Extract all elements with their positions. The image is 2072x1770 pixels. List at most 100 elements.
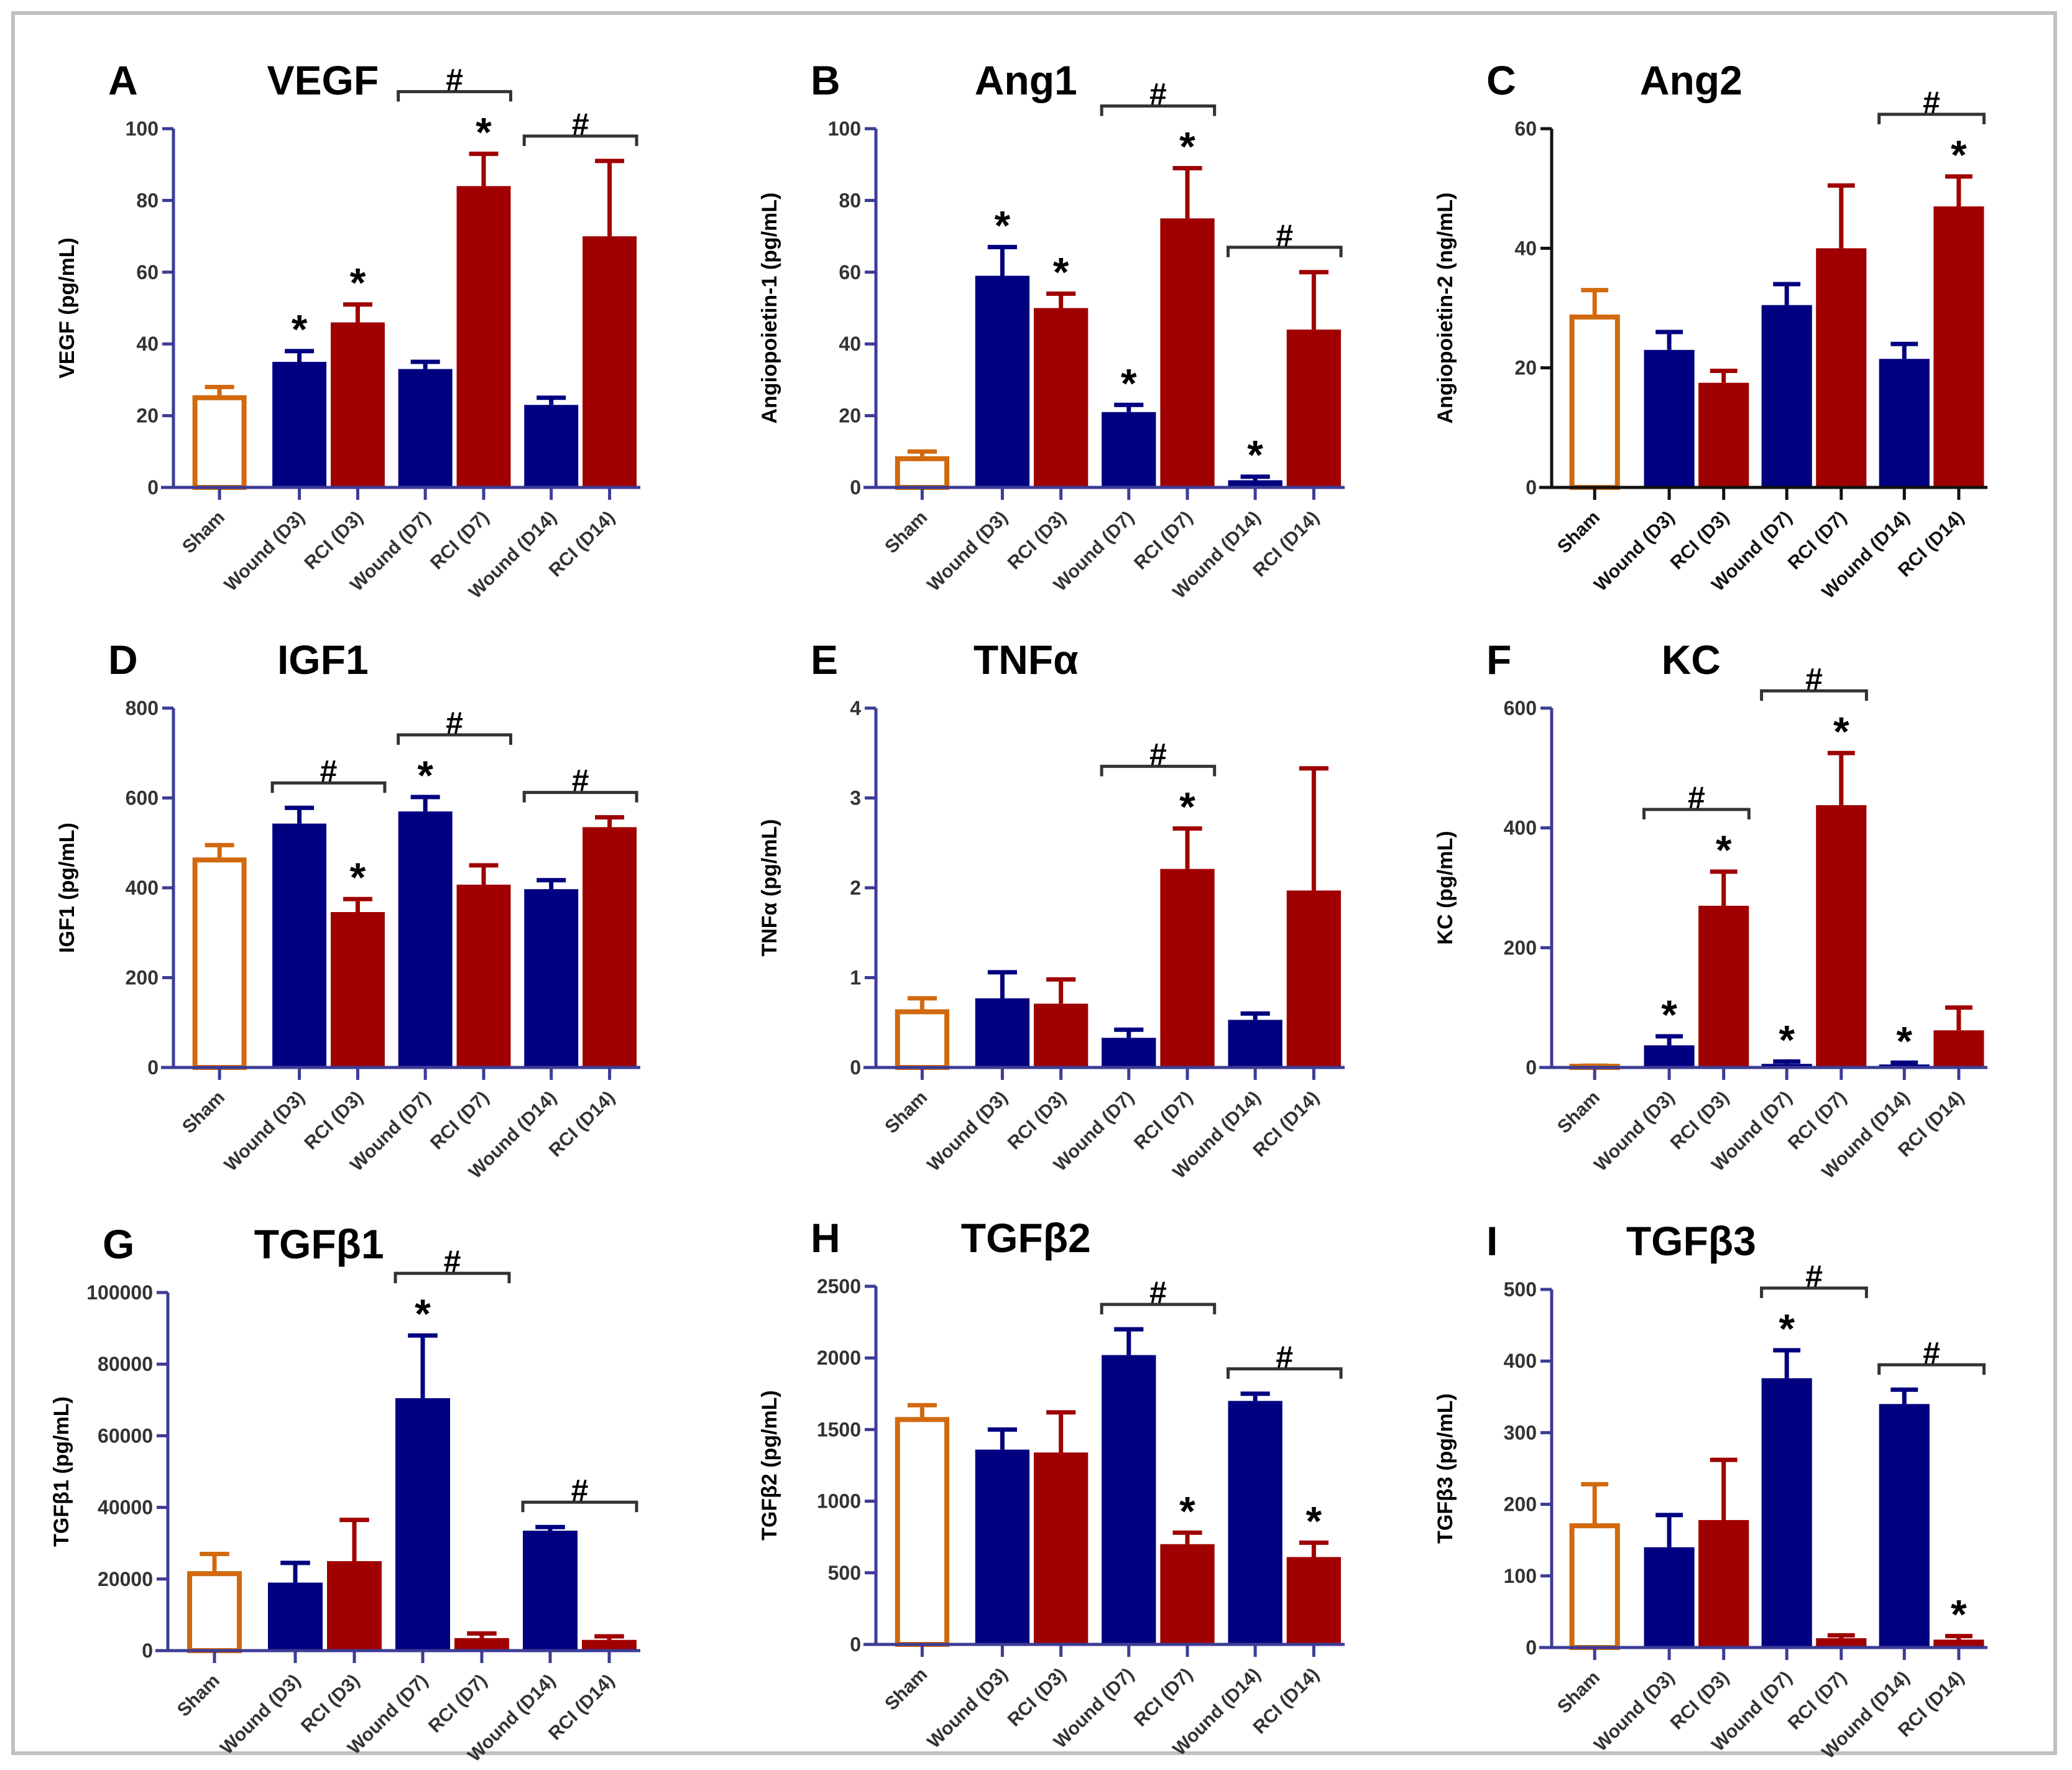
x-tick-label: Sham	[178, 1087, 229, 1138]
significance-hash: #	[444, 1244, 461, 1279]
significance-bracket	[521, 1500, 638, 1513]
significance-hash: #	[1149, 737, 1167, 772]
bar-sham	[1569, 314, 1620, 490]
bar-rci-d7	[1160, 218, 1215, 487]
bar-sham	[192, 857, 247, 1070]
significance-star: *	[292, 307, 308, 353]
x-tick-label: Wound (D3)	[923, 1087, 1011, 1176]
x-tick-label: RCI (D7)	[1130, 1664, 1197, 1731]
panel-letter: G	[103, 1221, 134, 1267]
significance-bracket	[1226, 246, 1343, 257]
bar-wound-d3	[1644, 1547, 1695, 1648]
y-tick-label: 60	[839, 261, 861, 283]
bar-rci-d3	[1698, 1519, 1749, 1648]
bar-rci-d7	[1816, 248, 1867, 487]
x-tick-label: Sham	[881, 507, 931, 558]
bar-wound-d7	[1761, 1064, 1812, 1067]
y-tick-label: 3	[850, 787, 861, 809]
y-axis-label: TGFβ1 (pg/mL)	[50, 1396, 73, 1547]
significance-bracket	[1100, 765, 1217, 777]
significance-bracket	[270, 781, 387, 793]
panel-letter: F	[1486, 637, 1511, 683]
panel-letter: D	[108, 637, 138, 683]
y-tick-label: 80	[839, 189, 861, 211]
significance-hash: #	[571, 1473, 589, 1508]
y-tick-label: 60	[1514, 118, 1537, 140]
y-tick-label: 100	[1504, 1565, 1537, 1587]
bar-rci-d7	[1816, 1638, 1867, 1648]
y-tick-label: 80	[136, 189, 159, 211]
bar-wound-d14	[1879, 1404, 1930, 1648]
significance-hash: #	[1923, 85, 1940, 120]
panel-letter: I	[1486, 1218, 1498, 1264]
y-tick-label: 20	[136, 405, 159, 427]
significance-star: *	[1833, 708, 1849, 754]
x-tick-label: Sham	[178, 507, 229, 558]
significance-hash: #	[320, 754, 338, 788]
significance-star: *	[1179, 123, 1195, 169]
significance-bracket	[522, 791, 638, 803]
bar-rci-d14	[582, 827, 637, 1067]
significance-hash: #	[1276, 1340, 1293, 1375]
significance-star: *	[1716, 827, 1732, 873]
significance-star: *	[1951, 1592, 1967, 1638]
significance-star: *	[1121, 360, 1137, 406]
y-tick-label: 600	[1504, 697, 1537, 719]
y-tick-label: 20000	[98, 1568, 153, 1590]
panel-letter: B	[811, 57, 840, 103]
y-tick-label: 100000	[86, 1281, 153, 1304]
y-tick-label: 0	[850, 1056, 861, 1079]
y-tick-label: 2500	[817, 1275, 861, 1298]
y-tick-label: 0	[850, 1633, 861, 1656]
panel-title: KC	[1662, 637, 1721, 683]
y-tick-label: 100	[126, 118, 159, 140]
x-tick-label: RCI (D7)	[1130, 507, 1197, 574]
bar-wound-d3	[272, 362, 327, 487]
x-tick-label: RCI (D7)	[426, 1087, 493, 1154]
x-tick-label: Wound (D3)	[221, 507, 309, 596]
x-tick-label: Sham	[1554, 507, 1604, 558]
bar-rci-d3	[1033, 308, 1089, 487]
y-tick-label: 40	[1514, 237, 1537, 259]
x-tick-label: Wound (D3)	[1590, 507, 1678, 596]
y-tick-label: 400	[1504, 1350, 1537, 1372]
panel-title: TGFβ1	[254, 1221, 384, 1267]
y-axis-label: Angiopoietin-2 (ng/mL)	[1434, 192, 1457, 423]
significance-hash: #	[1805, 1259, 1823, 1294]
panel-title: TGFβ2	[961, 1215, 1091, 1261]
significance-bracket	[1877, 1363, 1986, 1375]
y-tick-label: 2	[850, 877, 861, 899]
bar-wound-d14	[524, 889, 579, 1067]
panel-title: TNFα	[974, 637, 1079, 683]
x-tick-label: RCI (D3)	[297, 1671, 364, 1737]
y-tick-label: 80000	[98, 1353, 153, 1375]
bar-rci-d3	[1698, 382, 1749, 487]
y-tick-label: 200	[1504, 936, 1537, 959]
y-axis-label: IGF1 (pg/mL)	[55, 823, 79, 953]
bar-wound-d14	[523, 1531, 578, 1651]
y-tick-label: 400	[1504, 817, 1537, 839]
x-tick-label: RCI (D7)	[1130, 1087, 1197, 1154]
significance-star: *	[1179, 784, 1195, 830]
bar-wound-d7	[398, 811, 453, 1067]
bar-rci-d3	[1033, 1003, 1089, 1067]
significance-star: *	[1779, 1016, 1795, 1062]
bar-rci-d14	[1286, 330, 1342, 487]
bar-rci-d14	[1933, 1639, 1984, 1648]
bar-sham	[1569, 1523, 1620, 1650]
significance-star: *	[995, 202, 1011, 248]
x-tick-label: RCI (D7)	[1784, 1087, 1851, 1154]
bar-rci-d7	[456, 186, 511, 487]
y-tick-label: 20	[839, 405, 861, 427]
bar-wound-d14	[1228, 1020, 1282, 1067]
panel-title: VEGF	[267, 57, 379, 103]
x-tick-label: RCI (D3)	[300, 1087, 367, 1154]
panel-letter: E	[811, 637, 838, 683]
